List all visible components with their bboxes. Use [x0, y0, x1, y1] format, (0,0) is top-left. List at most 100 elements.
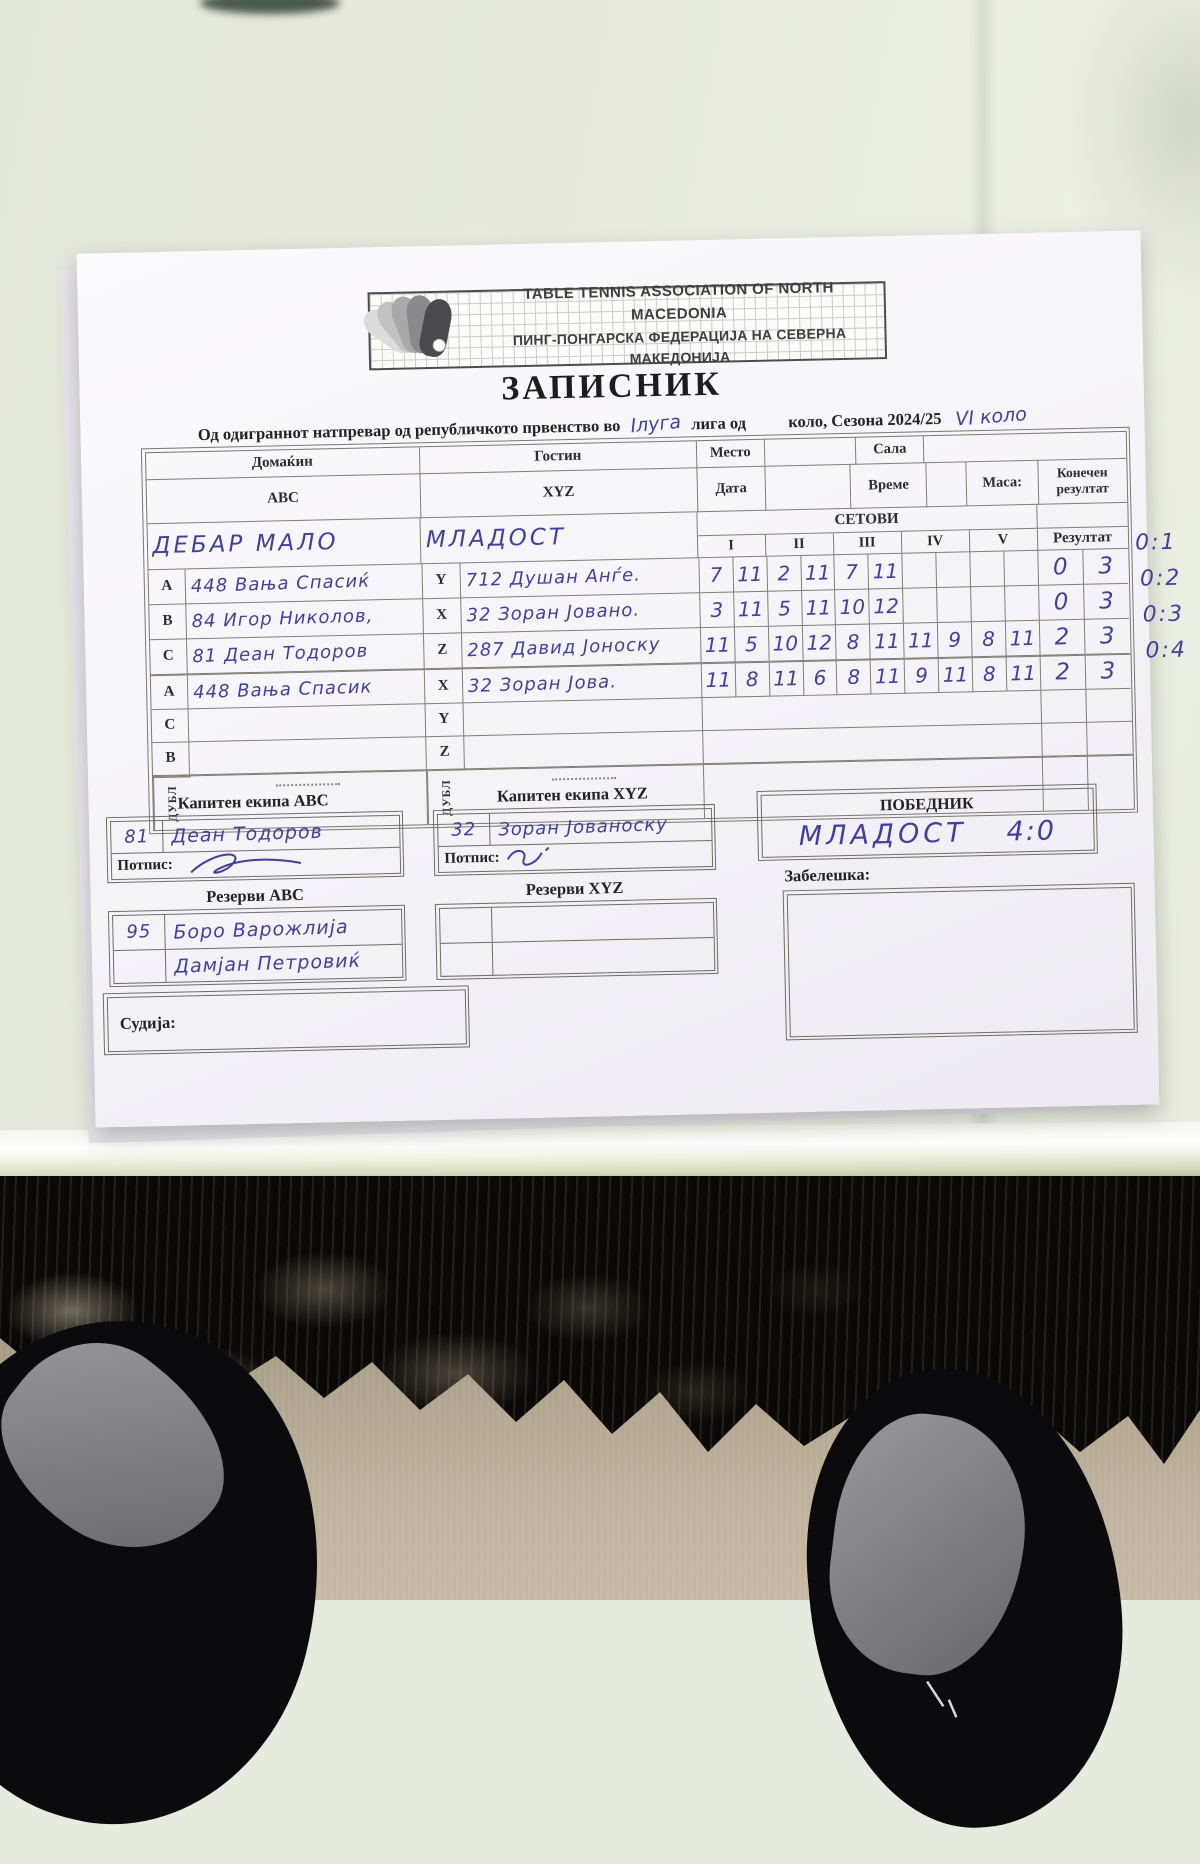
note-box [782, 882, 1138, 1041]
row1-result-home: 0 [1038, 549, 1084, 586]
row2-guest-letter: X [422, 597, 462, 634]
note-label: Забелешка: [784, 864, 871, 886]
row4-set5-home: 8 [972, 657, 1008, 692]
reserves-xyz-box [434, 897, 719, 981]
set-col-4: IV [901, 529, 970, 554]
row4-result-home: 2 [1040, 655, 1086, 691]
row2-set1-guest: 11 [733, 591, 769, 627]
row2-home-letter: B [148, 603, 188, 640]
captain-xyz-number: 32 [437, 813, 491, 846]
federation-names: TABLE TENNIS ASSOCIATION OF NORTH MACEDO… [473, 275, 885, 374]
row1-home-letter: A [148, 568, 187, 605]
paddle-fan-logo-icon [358, 292, 476, 368]
reserve-xyz-1-number [439, 907, 493, 943]
row4-set3-guest: 11 [870, 659, 906, 694]
row3-set1-home: 11 [700, 626, 736, 663]
row1-set1-guest: 11 [733, 556, 768, 592]
row4-guest-letter: X [424, 668, 464, 704]
captain-abc-sign-label: Потпис: [117, 856, 173, 874]
reserves-abc-box: 95 Боро Варожлија Дамјан Петровиќ [107, 904, 407, 988]
row4-home-player-name: 448 Вања Спасик [193, 675, 374, 703]
final-result-label: Конечен резултат [1038, 458, 1127, 505]
row2-guest-player-name: 32 Зоран Јовано. [465, 599, 640, 627]
winner-score: 4:0 [1006, 815, 1057, 848]
empty2-guest-letter: Z [425, 735, 465, 770]
row2-result-guest: 3 [1083, 583, 1130, 620]
row2-set4-home [903, 587, 938, 624]
row4-guest-player-name: 32 Зоран Јова. [467, 670, 617, 697]
empty1-result-guest [1085, 688, 1132, 723]
row1-set4-guest [936, 551, 972, 588]
row3-set5-guest: 11 [1005, 620, 1041, 657]
hall-label: Сала [856, 435, 925, 465]
row3-set4-guest: 9 [937, 621, 973, 658]
row4-result-guest: 3 [1085, 654, 1131, 690]
doubles-home-dotted-line [276, 782, 341, 786]
row2-set5-guest [1004, 585, 1040, 622]
reserve-xyz-1-name [491, 902, 713, 941]
home-team-name: ДЕБАР МАЛО [152, 529, 339, 560]
reserve-xyz-2-name [492, 937, 714, 975]
row4-set1-guest: 8 [735, 662, 771, 697]
reserve-xyz-2-number [440, 942, 493, 977]
row4-set5-guest: 11 [1006, 656, 1042, 692]
captain-xyz-sign-label: Потпис: [444, 849, 500, 867]
row1-home-player-name: 448 Вања Спасиќ [190, 570, 371, 598]
empty2-result-home [1041, 722, 1088, 757]
empty1-guest-player [463, 697, 703, 736]
reserve-abc-2-number [113, 949, 167, 984]
row3-set2-home: 10 [768, 625, 804, 662]
row3-set2-guest: 12 [802, 624, 838, 661]
row1-guest-letter: Y [422, 562, 461, 599]
row1-set1-home: 7 [699, 556, 734, 593]
subtitle-part3: коло, Сезона 2024/25 [788, 408, 942, 432]
captain-xyz-name: Зоран Јованоску [497, 813, 668, 841]
winner-team: МЛАДОСТ [798, 817, 967, 853]
captain-abc-signature [190, 853, 301, 874]
empty2-home-letter: B [151, 741, 191, 776]
captain-abc-box: 81 Деан Тодоров Потпис: [105, 810, 405, 884]
row4-set4-guest: 11 [938, 657, 974, 693]
row1-set3-home: 7 [834, 554, 870, 590]
row3-home-player-name: 81 Деан Тодоров [192, 640, 369, 668]
home-code: АВС [146, 473, 422, 524]
row2-set5-home [971, 586, 1006, 622]
subtitle-part2: лига од [691, 413, 747, 434]
row1-home-player: 448 Вања Спасиќ [185, 563, 423, 604]
row2-guest-player: 32 Зоран Јовано. [460, 592, 701, 633]
round-handwritten: VI коло [954, 403, 1028, 431]
guest-code: XYZ [420, 467, 699, 518]
row3-result-home: 2 [1039, 619, 1086, 656]
score-table: Домаќин Гостин Место Сала АВС XYZ Дата В… [140, 426, 1139, 835]
slipper-right-foot-panel [818, 1404, 1039, 1686]
reserve-abc-2-name: Дамјан Петровиќ [173, 949, 361, 978]
row1-result-guest: 3 [1082, 548, 1129, 585]
result-col-label: Резултат [1037, 526, 1128, 551]
captain-xyz-box: 32 Зоран Јованоску Потпис: [432, 803, 717, 877]
doubles-guest-dotted-line [551, 776, 616, 780]
row3-set3-guest: 11 [870, 623, 905, 659]
time-value [926, 461, 968, 507]
row1-set5-home [970, 551, 1005, 587]
set-col-5: V [969, 528, 1038, 552]
date-label: Дата [697, 466, 766, 512]
table-number-label: Маса: [966, 460, 1040, 506]
set-col-3: III [833, 531, 902, 555]
winner-box: ПОБЕДНИК МЛАДОСТ 4:0 [756, 783, 1098, 861]
row2-result-home: 0 [1038, 584, 1085, 621]
row1-guest-player-name: 712 Душан Анѓе. [465, 564, 641, 592]
row3-guest-letter: Z [423, 632, 463, 669]
place-label: Место [696, 439, 766, 468]
row2-set2-home: 5 [767, 590, 803, 627]
set-col-2: II [765, 532, 834, 557]
running-score-3: 0:3 [1142, 601, 1185, 628]
row3-result-guest: 3 [1084, 618, 1131, 655]
row4-set3-home: 8 [837, 659, 872, 695]
running-score-2: 0:2 [1139, 565, 1182, 592]
row1-set3-guest: 11 [868, 553, 904, 589]
row2-home-player-name: 84 Игор Николов, [191, 605, 374, 633]
reserve-abc-1-name: Боро Варожлија [172, 915, 349, 944]
glass-reflection-dark [200, 0, 340, 14]
league-handwritten: Ілуга [629, 410, 683, 438]
round-blank [750, 427, 784, 428]
